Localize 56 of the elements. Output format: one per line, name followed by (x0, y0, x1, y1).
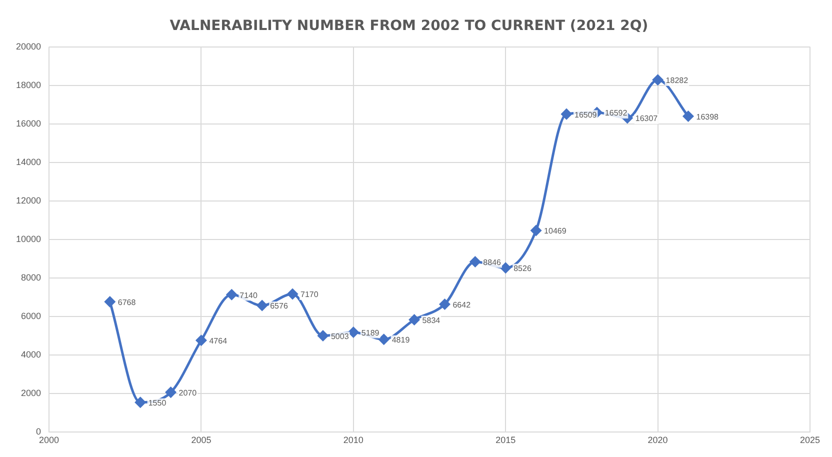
y-tick-label: 8000 (20, 272, 42, 283)
y-tick-label: 14000 (16, 156, 42, 167)
data-label: 16592 (604, 108, 628, 118)
point (318, 330, 328, 342)
x-tick-label: 2010 (343, 435, 364, 446)
point (378, 334, 390, 345)
data-label: 5189 (361, 328, 380, 338)
y-tick-label: 12000 (16, 195, 42, 206)
point (500, 262, 511, 274)
point (256, 300, 268, 311)
data-label: 16509 (574, 110, 598, 120)
point (682, 110, 694, 122)
point (287, 288, 298, 300)
x-tick-label: 2020 (648, 435, 668, 446)
point (104, 296, 116, 308)
data-label: 7140 (240, 290, 258, 300)
data-label: 6576 (270, 302, 288, 311)
point (409, 314, 420, 326)
point (348, 326, 359, 338)
data-label: 6642 (452, 300, 472, 310)
y-tick-label: 0 (36, 426, 42, 437)
point (470, 256, 480, 267)
x-tick-label: 2015 (496, 435, 516, 446)
y-tick-label: 4000 (20, 350, 42, 360)
data-label: 6768 (118, 298, 136, 307)
y-tick-label: 18000 (16, 80, 42, 90)
data-label: 4764 (209, 336, 228, 346)
x-tick-label: 2000 (39, 435, 60, 446)
data-label: 8846 (483, 258, 502, 267)
y-tick-label: 16000 (16, 118, 42, 128)
data-label: 16307 (635, 114, 658, 124)
point (652, 74, 664, 86)
data-label: 5003 (330, 332, 350, 341)
x-tick-label: 2025 (800, 435, 820, 446)
y-tick-label: 2000 (20, 388, 42, 398)
data-label: 5834 (422, 316, 441, 325)
point (166, 387, 176, 398)
data-label: 16398 (696, 112, 720, 122)
data-label: 8526 (514, 264, 532, 274)
data-label: 18282 (666, 76, 689, 86)
y-tick-label: 6000 (20, 311, 42, 322)
point (561, 108, 572, 120)
point (135, 397, 146, 408)
point (196, 335, 206, 346)
data-label: 4819 (392, 336, 410, 345)
data-label: 10469 (544, 226, 567, 236)
point (530, 225, 542, 236)
data-label: 7170 (300, 290, 319, 300)
data-label: 2070 (178, 388, 198, 398)
x-tick-label: 2005 (191, 435, 212, 446)
point (226, 289, 237, 300)
y-tick-label: 20000 (16, 41, 42, 52)
chart-title: VALNERABILITY NUMBER FROM 2002 TO CURRENT (2021 2Q) (170, 18, 648, 34)
data-label: 1550 (148, 398, 167, 408)
y-tick-label: 10000 (16, 234, 42, 244)
point (439, 298, 450, 310)
